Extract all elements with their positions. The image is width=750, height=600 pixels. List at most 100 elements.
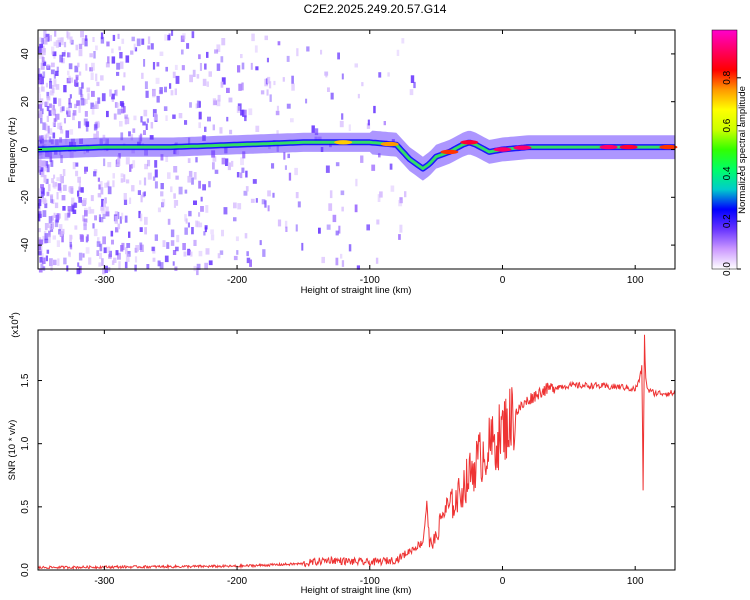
noise-speck [93, 169, 98, 174]
noise-speck [38, 211, 42, 219]
noise-speck [38, 104, 43, 109]
noise-speck [114, 215, 118, 224]
y-tick-label: 0.5 [20, 499, 31, 513]
figure-title: C2E2.2025.249.20.57.G14 [304, 2, 447, 16]
noise-speck [58, 224, 63, 232]
noise-speck [75, 44, 78, 51]
noise-speck [198, 212, 201, 217]
noise-speck [378, 72, 382, 78]
noise-speck [91, 106, 95, 115]
snr-scale-note: (x104) [9, 312, 21, 338]
ridge-hotspot [380, 141, 399, 147]
noise-speck [229, 129, 233, 135]
noise-speck [61, 52, 66, 57]
noise-speck [244, 115, 247, 122]
noise-speck [42, 257, 46, 264]
noise-speck [74, 82, 79, 87]
noise-speck [150, 122, 154, 129]
noise-speck [44, 123, 48, 132]
noise-speck [41, 253, 44, 261]
noise-speck [286, 103, 291, 109]
noise-speck [106, 246, 111, 253]
noise-speck [259, 240, 262, 246]
noise-speck [335, 257, 339, 266]
noise-speck [242, 151, 246, 159]
noise-speck [208, 71, 212, 77]
noise-speck [125, 247, 128, 255]
noise-speck [46, 96, 51, 101]
noise-speck [91, 62, 95, 71]
noise-speck [84, 166, 88, 172]
noise-speck [39, 37, 43, 43]
noise-speck [119, 121, 123, 127]
noise-speck [62, 206, 66, 211]
noise-speck [117, 158, 121, 166]
noise-speck [267, 190, 271, 197]
noise-speck [276, 105, 279, 111]
noise-speck [85, 121, 90, 127]
ridge-hotspot [493, 147, 512, 152]
noise-speck [103, 200, 106, 208]
noise-speck [163, 106, 168, 111]
noise-speck [165, 115, 168, 121]
noise-speck [107, 186, 112, 195]
noise-speck [212, 124, 215, 131]
noise-speck [99, 252, 102, 259]
noise-speck [42, 197, 47, 205]
noise-speck [285, 226, 288, 232]
x-tick-label: 100 [627, 576, 644, 587]
noise-speck [173, 166, 178, 173]
noise-speck [117, 252, 121, 260]
noise-speck [97, 193, 102, 198]
noise-speck [389, 163, 393, 170]
noise-speck [116, 62, 121, 70]
noise-speck [189, 102, 192, 108]
noise-speck [52, 122, 56, 127]
noise-speck [53, 118, 56, 123]
x-tick-label: -300 [94, 275, 114, 286]
noise-speck [195, 157, 198, 163]
noise-speck [77, 262, 80, 267]
x-tick-label: 100 [627, 275, 644, 286]
noise-speck [54, 202, 59, 209]
noise-speck [283, 152, 286, 160]
noise-speck [78, 121, 81, 129]
noise-speck [160, 183, 164, 190]
noise-speck [146, 264, 150, 270]
noise-speck [74, 65, 79, 73]
noise-speck [93, 51, 96, 59]
noise-speck [173, 200, 176, 208]
noise-speck [121, 102, 125, 108]
noise-speck [399, 224, 403, 233]
noise-speck [53, 73, 56, 79]
noise-speck [396, 49, 400, 56]
noise-speck [123, 199, 128, 205]
noise-speck [196, 74, 200, 79]
noise-speck [129, 197, 132, 204]
noise-speck [329, 190, 333, 199]
noise-speck [203, 231, 206, 236]
y-tick-label: 20 [20, 96, 31, 108]
ridge-hotspot [334, 140, 353, 145]
noise-speck [62, 228, 65, 235]
colorbar-tick-label: 0.8 [722, 70, 733, 84]
y-tick-label: 0.0 [20, 563, 31, 577]
noise-speck [63, 118, 66, 124]
noise-speck [294, 167, 298, 176]
noise-speck [38, 166, 41, 173]
noise-speck [204, 126, 207, 132]
noise-speck [78, 71, 82, 76]
noise-speck [46, 36, 50, 41]
snr-scale-close: ) [10, 312, 21, 315]
noise-speck [38, 87, 41, 94]
noise-speck [85, 247, 90, 254]
noise-speck [49, 81, 53, 89]
noise-speck [235, 236, 239, 242]
noise-speck [267, 205, 270, 212]
noise-speck [144, 216, 148, 225]
noise-speck [50, 62, 55, 68]
noise-speck [60, 176, 64, 184]
noise-speck [92, 37, 95, 42]
noise-speck [45, 191, 50, 197]
noise-speck [262, 249, 266, 257]
